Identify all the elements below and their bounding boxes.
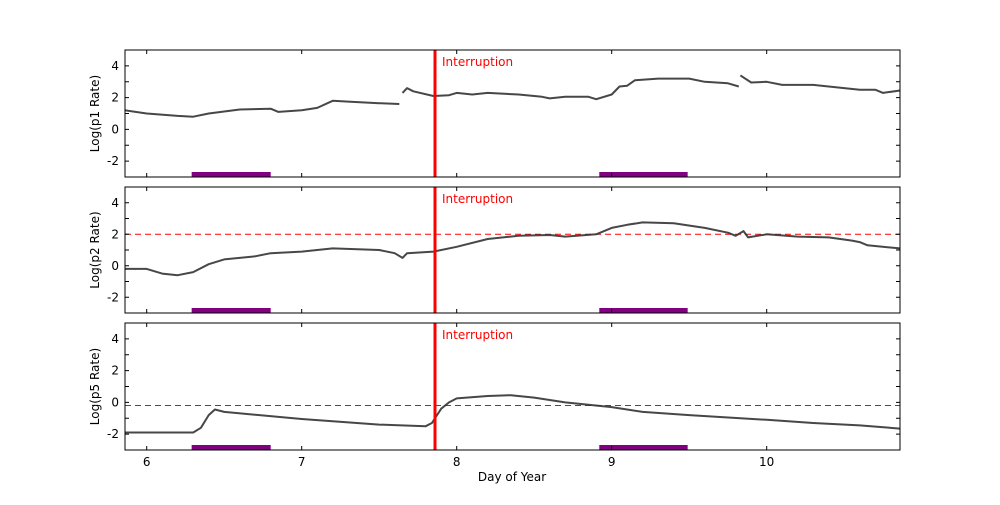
interruption-label: Interruption (442, 55, 513, 69)
plot-area (125, 50, 900, 177)
y-tick-label: 2 (111, 227, 119, 241)
y-axis-label: Log(p5 Rate) (88, 348, 102, 425)
x-tick-label: 7 (298, 455, 306, 469)
series-line-segment-3 (739, 74, 901, 94)
y-axis-label: Log(p2 Rate) (88, 211, 102, 288)
interruption-label: Interruption (442, 192, 513, 206)
highlight-bar-1 (191, 445, 271, 450)
highlight-bar-1 (191, 172, 271, 177)
x-tick-label: 9 (608, 455, 616, 469)
panel-3: Interruption -2 0 2 4 6 7 8 9 10 Log(p5 Rate) (88, 322, 901, 469)
series-line-segment-1 (125, 394, 901, 434)
y-tick-label: -2 (107, 154, 119, 168)
y-axis-label: Log(p1 Rate) (88, 75, 102, 152)
panel-1: Interruption -2 0 2 4 Log(p1 Rate) (88, 49, 901, 178)
interruption-label: Interruption (442, 328, 513, 342)
highlight-bar-2 (599, 172, 688, 177)
y-tick-label: 2 (111, 364, 119, 378)
panel-2: Interruption -2 0 2 4 Log(p2 Rate) (88, 186, 901, 314)
y-tick-label: 4 (111, 332, 119, 346)
highlight-bar-2 (599, 445, 688, 450)
x-tick-label: 10 (759, 455, 774, 469)
plot-area (125, 187, 900, 313)
y-tick-label: 2 (111, 91, 119, 105)
y-tick-label: 0 (111, 122, 119, 136)
y-tick-label: 4 (111, 59, 119, 73)
series-line-segment-1 (124, 99, 400, 118)
x-tick-label: 6 (143, 455, 151, 469)
highlight-bar-2 (599, 308, 688, 313)
y-tick-label: 0 (111, 395, 119, 409)
y-tick-label: -2 (107, 290, 119, 304)
x-tick-label: 8 (453, 455, 461, 469)
y-tick-label: 0 (111, 259, 119, 273)
plot-area (125, 323, 900, 450)
x-axis-label: Day of Year (478, 470, 546, 484)
y-tick-label: -2 (107, 427, 119, 441)
y-tick-label: 4 (111, 196, 119, 210)
series-line-segment-2 (401, 77, 740, 101)
highlight-bar-1 (191, 308, 271, 313)
series-line-segment-1 (125, 221, 901, 277)
